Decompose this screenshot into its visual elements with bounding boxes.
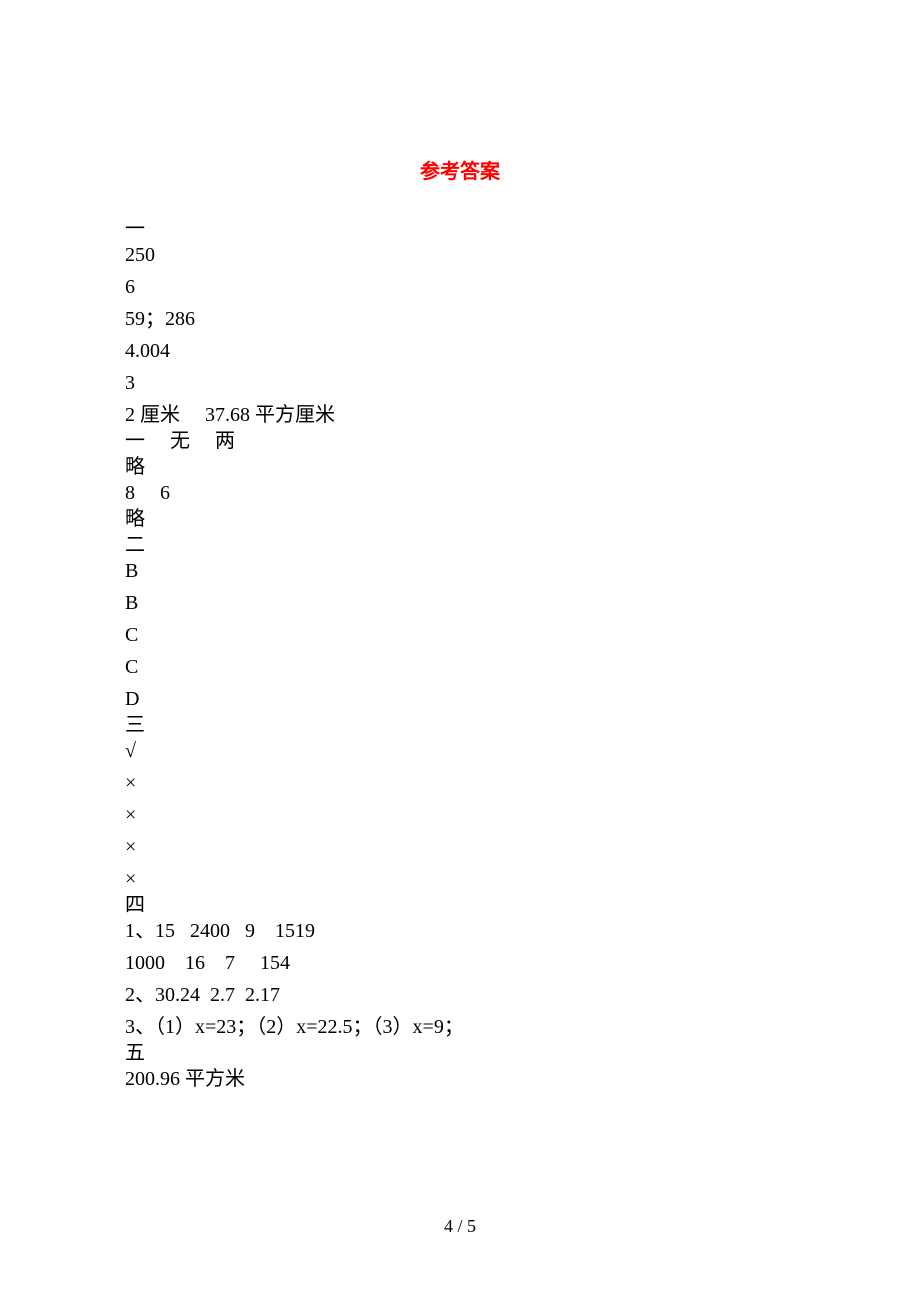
page-number: 4 / 5 [0, 1216, 920, 1237]
answer-line: 250 [125, 245, 795, 265]
answer-line: 59；286 [125, 309, 795, 329]
answer-line: 4.004 [125, 341, 795, 361]
answer-line: 略 [125, 509, 795, 529]
answer-content: 一 250 6 59；286 4.004 3 2 厘米 37.68 平方厘米 一… [125, 219, 795, 1089]
answer-line: C [125, 657, 795, 677]
answer-line: D [125, 689, 795, 709]
answer-line: 2、30.24 2.7 2.17 [125, 985, 795, 1005]
answer-line: B [125, 593, 795, 613]
section-header: 二 [125, 535, 795, 555]
section-header: 三 [125, 715, 795, 735]
page-title: 参考答案 [125, 155, 795, 184]
answer-line: 1000 16 7 154 [125, 953, 795, 973]
answer-line: B [125, 561, 795, 581]
answer-line: × [125, 773, 795, 793]
answer-line: 略 [125, 457, 795, 477]
answer-line: 1、15 2400 9 1519 [125, 921, 795, 941]
answer-line: C [125, 625, 795, 645]
answer-line: 200.96 平方米 [125, 1069, 795, 1089]
answer-line: 6 [125, 277, 795, 297]
section-header: 四 [125, 895, 795, 915]
answer-line: 2 厘米 37.68 平方厘米 [125, 405, 795, 425]
section-header: 一 [125, 219, 795, 239]
answer-line: 3、（1）x=23；（2）x=22.5；（3）x=9； [125, 1017, 795, 1037]
answer-line: 3 [125, 373, 795, 393]
answer-line: √ [125, 741, 795, 761]
answer-line: × [125, 837, 795, 857]
answer-line: × [125, 805, 795, 825]
document-page: 参考答案 一 250 6 59；286 4.004 3 2 厘米 37.68 平… [0, 0, 920, 1141]
answer-line: 一 无 两 [125, 431, 795, 451]
answer-line: 8 6 [125, 483, 795, 503]
answer-line: × [125, 869, 795, 889]
section-header: 五 [125, 1043, 795, 1063]
